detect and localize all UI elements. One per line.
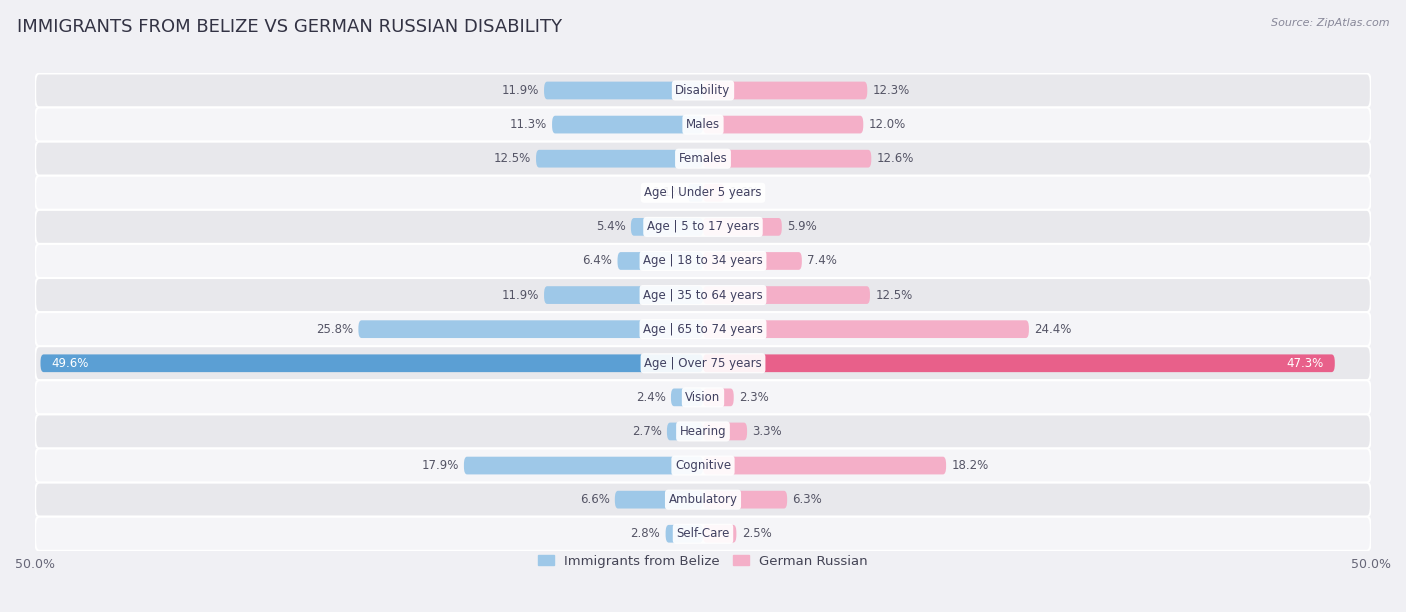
FancyBboxPatch shape xyxy=(631,218,703,236)
FancyBboxPatch shape xyxy=(41,354,703,372)
FancyBboxPatch shape xyxy=(35,176,1371,210)
FancyBboxPatch shape xyxy=(614,491,703,509)
FancyBboxPatch shape xyxy=(671,389,703,406)
Text: Source: ZipAtlas.com: Source: ZipAtlas.com xyxy=(1271,18,1389,28)
Text: Age | 35 to 64 years: Age | 35 to 64 years xyxy=(643,289,763,302)
Text: 47.3%: 47.3% xyxy=(1286,357,1324,370)
Text: 5.9%: 5.9% xyxy=(787,220,817,233)
Text: 18.2%: 18.2% xyxy=(952,459,988,472)
FancyBboxPatch shape xyxy=(464,457,703,474)
FancyBboxPatch shape xyxy=(35,108,1371,141)
Text: 11.3%: 11.3% xyxy=(509,118,547,131)
Text: 3.3%: 3.3% xyxy=(752,425,782,438)
FancyBboxPatch shape xyxy=(665,525,703,543)
Text: Ambulatory: Ambulatory xyxy=(668,493,738,506)
FancyBboxPatch shape xyxy=(35,312,1371,346)
FancyBboxPatch shape xyxy=(703,116,863,133)
Text: 12.0%: 12.0% xyxy=(869,118,905,131)
FancyBboxPatch shape xyxy=(35,483,1371,517)
Text: 11.9%: 11.9% xyxy=(502,289,538,302)
Text: 2.7%: 2.7% xyxy=(631,425,662,438)
FancyBboxPatch shape xyxy=(544,286,703,304)
FancyBboxPatch shape xyxy=(553,116,703,133)
FancyBboxPatch shape xyxy=(617,252,703,270)
Text: 49.6%: 49.6% xyxy=(51,357,89,370)
Text: 2.4%: 2.4% xyxy=(636,391,665,404)
Text: Males: Males xyxy=(686,118,720,131)
Text: 12.5%: 12.5% xyxy=(876,289,912,302)
Legend: Immigrants from Belize, German Russian: Immigrants from Belize, German Russian xyxy=(533,549,873,573)
Text: Vision: Vision xyxy=(685,391,721,404)
Text: 1.6%: 1.6% xyxy=(730,186,759,200)
FancyBboxPatch shape xyxy=(703,81,868,99)
FancyBboxPatch shape xyxy=(703,525,737,543)
Text: 1.1%: 1.1% xyxy=(654,186,683,200)
Text: 12.5%: 12.5% xyxy=(494,152,530,165)
Text: Females: Females xyxy=(679,152,727,165)
Text: 12.6%: 12.6% xyxy=(877,152,914,165)
Text: Age | Over 75 years: Age | Over 75 years xyxy=(644,357,762,370)
FancyBboxPatch shape xyxy=(703,491,787,509)
Text: Disability: Disability xyxy=(675,84,731,97)
Text: Age | 18 to 34 years: Age | 18 to 34 years xyxy=(643,255,763,267)
FancyBboxPatch shape xyxy=(35,517,1371,551)
Text: 2.8%: 2.8% xyxy=(630,528,661,540)
Text: 2.3%: 2.3% xyxy=(740,391,769,404)
FancyBboxPatch shape xyxy=(703,286,870,304)
Text: Age | 65 to 74 years: Age | 65 to 74 years xyxy=(643,323,763,335)
FancyBboxPatch shape xyxy=(35,449,1371,483)
Text: Hearing: Hearing xyxy=(679,425,727,438)
FancyBboxPatch shape xyxy=(703,184,724,201)
Text: 6.3%: 6.3% xyxy=(793,493,823,506)
Text: 17.9%: 17.9% xyxy=(422,459,458,472)
FancyBboxPatch shape xyxy=(703,457,946,474)
FancyBboxPatch shape xyxy=(35,278,1371,312)
Text: 25.8%: 25.8% xyxy=(316,323,353,335)
FancyBboxPatch shape xyxy=(35,141,1371,176)
Text: 11.9%: 11.9% xyxy=(502,84,538,97)
FancyBboxPatch shape xyxy=(35,346,1371,380)
Text: 6.4%: 6.4% xyxy=(582,255,612,267)
FancyBboxPatch shape xyxy=(689,184,703,201)
Text: Age | 5 to 17 years: Age | 5 to 17 years xyxy=(647,220,759,233)
FancyBboxPatch shape xyxy=(703,150,872,168)
FancyBboxPatch shape xyxy=(359,320,703,338)
Text: Age | Under 5 years: Age | Under 5 years xyxy=(644,186,762,200)
FancyBboxPatch shape xyxy=(703,354,1334,372)
Text: 7.4%: 7.4% xyxy=(807,255,837,267)
FancyBboxPatch shape xyxy=(703,423,747,440)
FancyBboxPatch shape xyxy=(703,320,1029,338)
FancyBboxPatch shape xyxy=(544,81,703,99)
FancyBboxPatch shape xyxy=(35,414,1371,449)
FancyBboxPatch shape xyxy=(35,244,1371,278)
Text: Self-Care: Self-Care xyxy=(676,528,730,540)
FancyBboxPatch shape xyxy=(703,218,782,236)
FancyBboxPatch shape xyxy=(703,252,801,270)
FancyBboxPatch shape xyxy=(35,73,1371,108)
FancyBboxPatch shape xyxy=(536,150,703,168)
Text: 5.4%: 5.4% xyxy=(596,220,626,233)
FancyBboxPatch shape xyxy=(35,380,1371,414)
Text: 24.4%: 24.4% xyxy=(1035,323,1071,335)
FancyBboxPatch shape xyxy=(35,210,1371,244)
FancyBboxPatch shape xyxy=(703,389,734,406)
Text: 12.3%: 12.3% xyxy=(873,84,910,97)
Text: 2.5%: 2.5% xyxy=(742,528,772,540)
Text: IMMIGRANTS FROM BELIZE VS GERMAN RUSSIAN DISABILITY: IMMIGRANTS FROM BELIZE VS GERMAN RUSSIAN… xyxy=(17,18,562,36)
FancyBboxPatch shape xyxy=(666,423,703,440)
Text: 6.6%: 6.6% xyxy=(579,493,609,506)
Text: Cognitive: Cognitive xyxy=(675,459,731,472)
